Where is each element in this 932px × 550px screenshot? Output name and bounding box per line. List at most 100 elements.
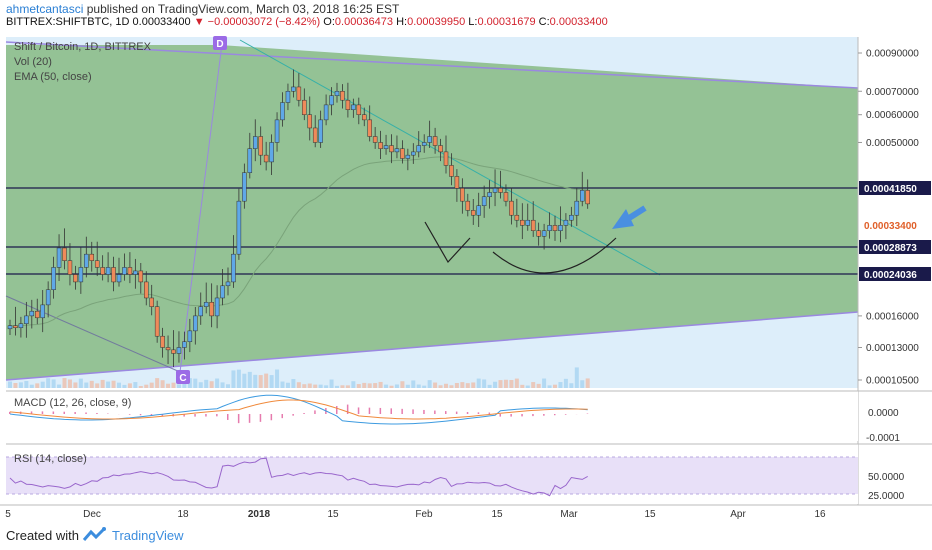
macd-hist-bar bbox=[488, 412, 491, 414]
svg-text:0.00041850: 0.00041850 bbox=[864, 184, 917, 195]
candle bbox=[498, 170, 503, 199]
candle bbox=[247, 132, 253, 179]
candle bbox=[509, 187, 514, 225]
c-marker[interactable]: C bbox=[176, 370, 190, 384]
volume-bar bbox=[547, 385, 552, 388]
candle bbox=[394, 135, 400, 159]
macd-hist-bar bbox=[270, 414, 273, 421]
macd-hist-bar bbox=[499, 414, 501, 417]
candle bbox=[209, 283, 214, 328]
last-price: 0.00033400 bbox=[132, 16, 191, 28]
candle bbox=[569, 206, 574, 227]
volume-bar bbox=[389, 385, 394, 388]
macd-hist-bar bbox=[434, 410, 436, 414]
tradingview-logo-icon[interactable] bbox=[82, 526, 108, 544]
volume-bar bbox=[8, 381, 12, 388]
candle bbox=[127, 252, 133, 284]
time-tick-label: Apr bbox=[730, 509, 746, 520]
time-tick-label: 15 bbox=[644, 509, 656, 520]
open-value: 0.00036473 bbox=[334, 16, 394, 28]
price-tag: 0.00041850 bbox=[859, 181, 931, 195]
volume-bar bbox=[209, 381, 214, 388]
macd-hist-bar bbox=[52, 411, 55, 414]
candle bbox=[416, 131, 421, 158]
volume-bar bbox=[138, 385, 143, 388]
volume-bar bbox=[111, 380, 116, 388]
close-value: 0.00033400 bbox=[549, 16, 608, 28]
candle bbox=[149, 284, 154, 316]
macd-hist-bar bbox=[412, 409, 414, 414]
volume-bar bbox=[117, 382, 121, 388]
candle bbox=[122, 253, 127, 281]
volume-bar bbox=[176, 384, 181, 388]
candle bbox=[198, 292, 203, 325]
time-tick-label: 15 bbox=[491, 509, 503, 520]
macd-hist-bar bbox=[63, 411, 65, 414]
time-tick-label: 2018 bbox=[248, 509, 271, 520]
candle bbox=[94, 241, 100, 277]
legend-ema: EMA (50, close) bbox=[14, 71, 92, 83]
svg-text:0.00033400: 0.00033400 bbox=[864, 221, 917, 232]
tradingview-brand-link[interactable]: TradingView bbox=[112, 528, 184, 543]
volume-bar bbox=[438, 385, 443, 388]
candle bbox=[144, 271, 149, 306]
candle bbox=[536, 222, 541, 246]
d-marker[interactable]: D bbox=[213, 36, 227, 50]
volume-bar bbox=[345, 385, 350, 388]
legend-title: Shift / Bitcoin, 1D, BITTREX bbox=[14, 41, 152, 53]
macd-hist-bar bbox=[445, 411, 447, 414]
volume-bar bbox=[482, 379, 487, 388]
volume-bar bbox=[433, 382, 438, 388]
candle bbox=[345, 82, 351, 118]
volume-bar bbox=[78, 378, 83, 388]
candle bbox=[154, 300, 160, 343]
macd-hist-bar bbox=[205, 414, 207, 417]
candlesticks bbox=[7, 69, 590, 368]
candle bbox=[525, 203, 530, 231]
candle bbox=[307, 96, 312, 141]
candle bbox=[378, 130, 383, 160]
high-value: 0.00039950 bbox=[407, 16, 466, 28]
candle bbox=[476, 192, 481, 227]
rsi-tick-25: 25.0000 bbox=[868, 491, 905, 502]
macd-hist-bar bbox=[357, 407, 360, 414]
candle bbox=[56, 234, 62, 282]
volume-bar bbox=[444, 383, 448, 388]
candle bbox=[367, 105, 372, 142]
volume-bar bbox=[215, 378, 220, 388]
macd-hist-bar bbox=[554, 414, 556, 416]
candle bbox=[176, 331, 182, 363]
time-axis-ticks: 5 Dec 18 2018 15 Feb 15 Mar 15 Apr 16 bbox=[5, 509, 826, 520]
volume-bar bbox=[122, 384, 127, 388]
macd-hist-bar bbox=[346, 404, 349, 414]
volume-bar bbox=[285, 382, 290, 388]
volume-bar bbox=[340, 385, 345, 388]
macd-hist-bar bbox=[477, 412, 480, 414]
author-link[interactable]: ahmetcantasci bbox=[6, 2, 84, 16]
wave-line-left bbox=[5, 295, 181, 373]
rsi-tick-50: 50.0000 bbox=[868, 472, 905, 483]
macd-hist-bar bbox=[194, 414, 196, 417]
candle bbox=[100, 255, 105, 281]
volume-bar bbox=[40, 381, 45, 388]
candle bbox=[438, 138, 443, 162]
candle bbox=[351, 98, 356, 118]
candle bbox=[45, 281, 51, 318]
volume-bar bbox=[247, 371, 252, 388]
price-tick-label: 0.00070000 bbox=[866, 87, 919, 98]
legend-vol: Vol (20) bbox=[14, 56, 52, 68]
macd-hist-bar bbox=[41, 411, 44, 414]
candle bbox=[465, 193, 471, 217]
volume-bar bbox=[416, 384, 421, 388]
candle bbox=[220, 268, 225, 306]
candle bbox=[340, 84, 345, 109]
candle bbox=[563, 213, 569, 240]
candle bbox=[105, 252, 111, 283]
volume-bar bbox=[73, 382, 78, 388]
time-tick-label: 18 bbox=[177, 509, 189, 520]
price-chart[interactable]: D C Shift / Bitcoin, 1D, BITTREX Vol (20… bbox=[0, 0, 932, 520]
volume-bar bbox=[171, 382, 176, 388]
volume-bar bbox=[313, 384, 318, 388]
volume-bar bbox=[155, 378, 160, 388]
candle bbox=[400, 140, 405, 164]
